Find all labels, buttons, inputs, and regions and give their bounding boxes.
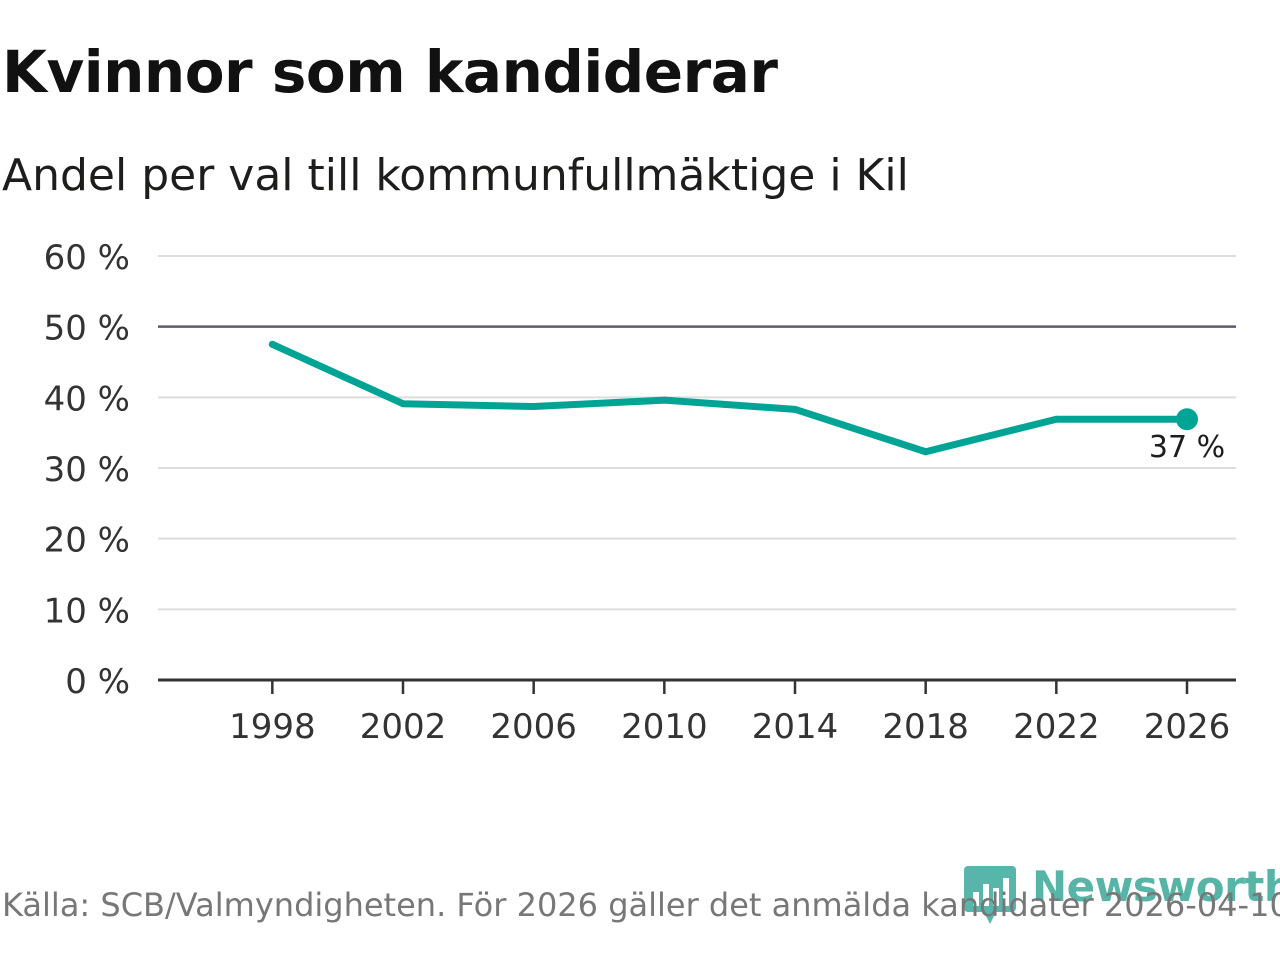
data-point <box>1052 415 1060 423</box>
gridlines <box>158 255 1236 611</box>
y-axis: 0 % 10 % 20 % 30 % 40 % 50 % 60 % <box>44 238 130 702</box>
data-point <box>922 448 930 456</box>
x-tick-label: 2026 <box>1144 707 1231 747</box>
data-point <box>791 405 799 413</box>
x-axis: 1998 2002 2006 2010 2014 2018 2022 2026 <box>158 678 1236 747</box>
source-note: Källa: SCB/Valmyndigheten. För 2026 gäll… <box>2 886 1280 924</box>
x-tick-label: 2022 <box>1013 707 1100 747</box>
chart-title: Kvinnor som kandiderar <box>2 38 778 106</box>
y-tick-label: 20 % <box>44 521 130 561</box>
x-tick-label: 2014 <box>752 707 839 747</box>
data-point <box>399 400 407 408</box>
data-point <box>660 396 668 404</box>
end-value-label: 37 % <box>1149 430 1225 465</box>
x-tick-label: 1998 <box>229 707 316 747</box>
data-point <box>268 340 276 348</box>
x-tick-label: 2002 <box>360 707 447 747</box>
data-point <box>530 403 538 411</box>
y-tick-label: 30 % <box>44 450 130 490</box>
annotations: 37 % <box>1149 430 1225 465</box>
y-tick-label: 0 % <box>65 662 130 702</box>
y-tick-label: 40 % <box>44 379 130 419</box>
series-line <box>268 340 1191 456</box>
y-tick-label: 10 % <box>44 591 130 631</box>
newsworthy-logo-icon <box>964 866 1016 924</box>
x-tick-label: 2006 <box>490 707 577 747</box>
x-tick-label: 2010 <box>621 707 708 747</box>
y-tick-label: 60 % <box>44 238 130 278</box>
end-point <box>1176 408 1198 431</box>
chart-subtitle: Andel per val till kommunfullmäktige i K… <box>2 150 909 201</box>
x-tick-label: 2018 <box>882 707 969 747</box>
brand-name: Newsworthy <box>1032 862 1280 911</box>
y-tick-label: 50 % <box>44 309 130 349</box>
newsworthy-logo: Newsworthy <box>964 862 1280 928</box>
data-series <box>268 340 1198 456</box>
